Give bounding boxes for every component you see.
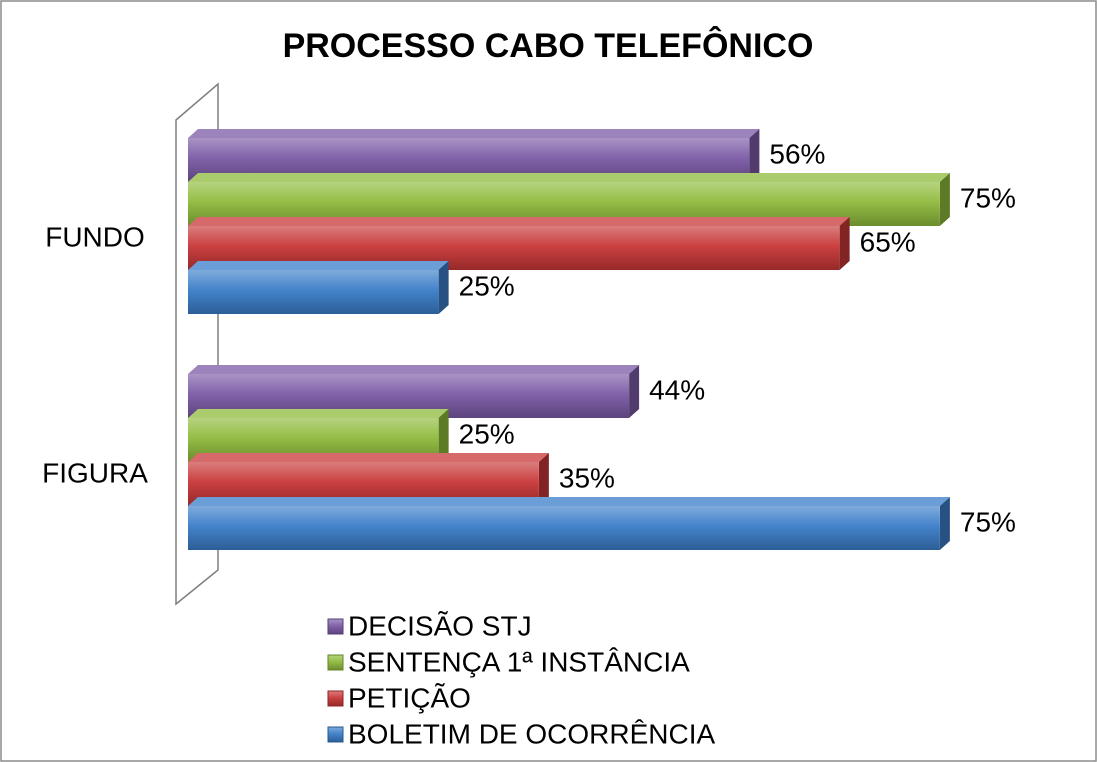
legend-item (327, 654, 344, 671)
legend-item (327, 690, 344, 707)
bar (188, 261, 449, 314)
data-label: 44% (649, 374, 705, 405)
y-tick-label: FIGURA (42, 457, 148, 488)
legend-label: DECISÃO STJ (348, 610, 532, 641)
bar (188, 217, 850, 270)
data-label: 65% (860, 226, 916, 257)
legend-label: SENTENÇA 1ª INSTÂNCIA (348, 646, 690, 677)
data-label: 56% (769, 138, 825, 169)
data-label: 35% (559, 462, 615, 493)
data-label: 75% (960, 506, 1016, 537)
data-label: 25% (459, 418, 515, 449)
chart-title: PROCESSO CABO TELEFÔNICO (283, 26, 814, 65)
bar (188, 497, 950, 550)
y-tick-label: FUNDO (45, 221, 145, 252)
data-label: 75% (960, 182, 1016, 213)
legend-item (327, 618, 344, 635)
legend-label: PETIÇÃO (348, 682, 471, 713)
legend-label: BOLETIM DE OCORRÊNCIA (348, 718, 715, 749)
data-label: 25% (459, 270, 515, 301)
legend-item (327, 726, 344, 743)
